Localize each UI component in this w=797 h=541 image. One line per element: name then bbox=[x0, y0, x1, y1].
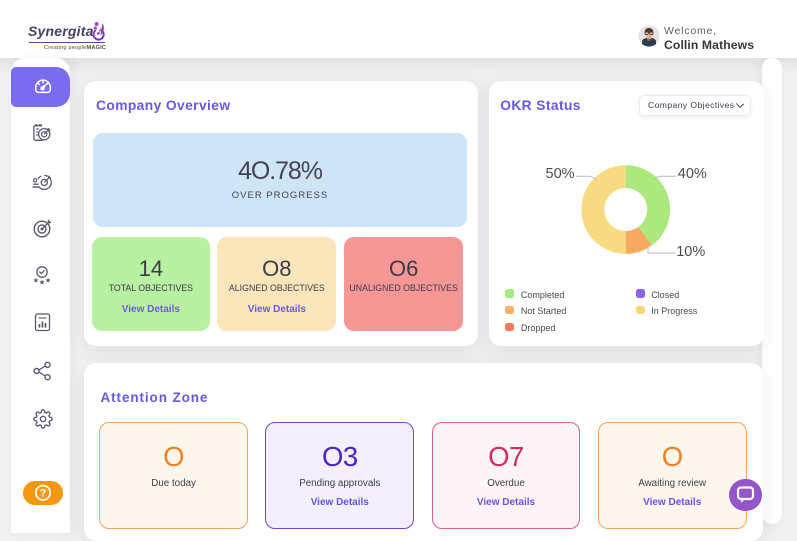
svg-text:?: ? bbox=[39, 488, 46, 500]
